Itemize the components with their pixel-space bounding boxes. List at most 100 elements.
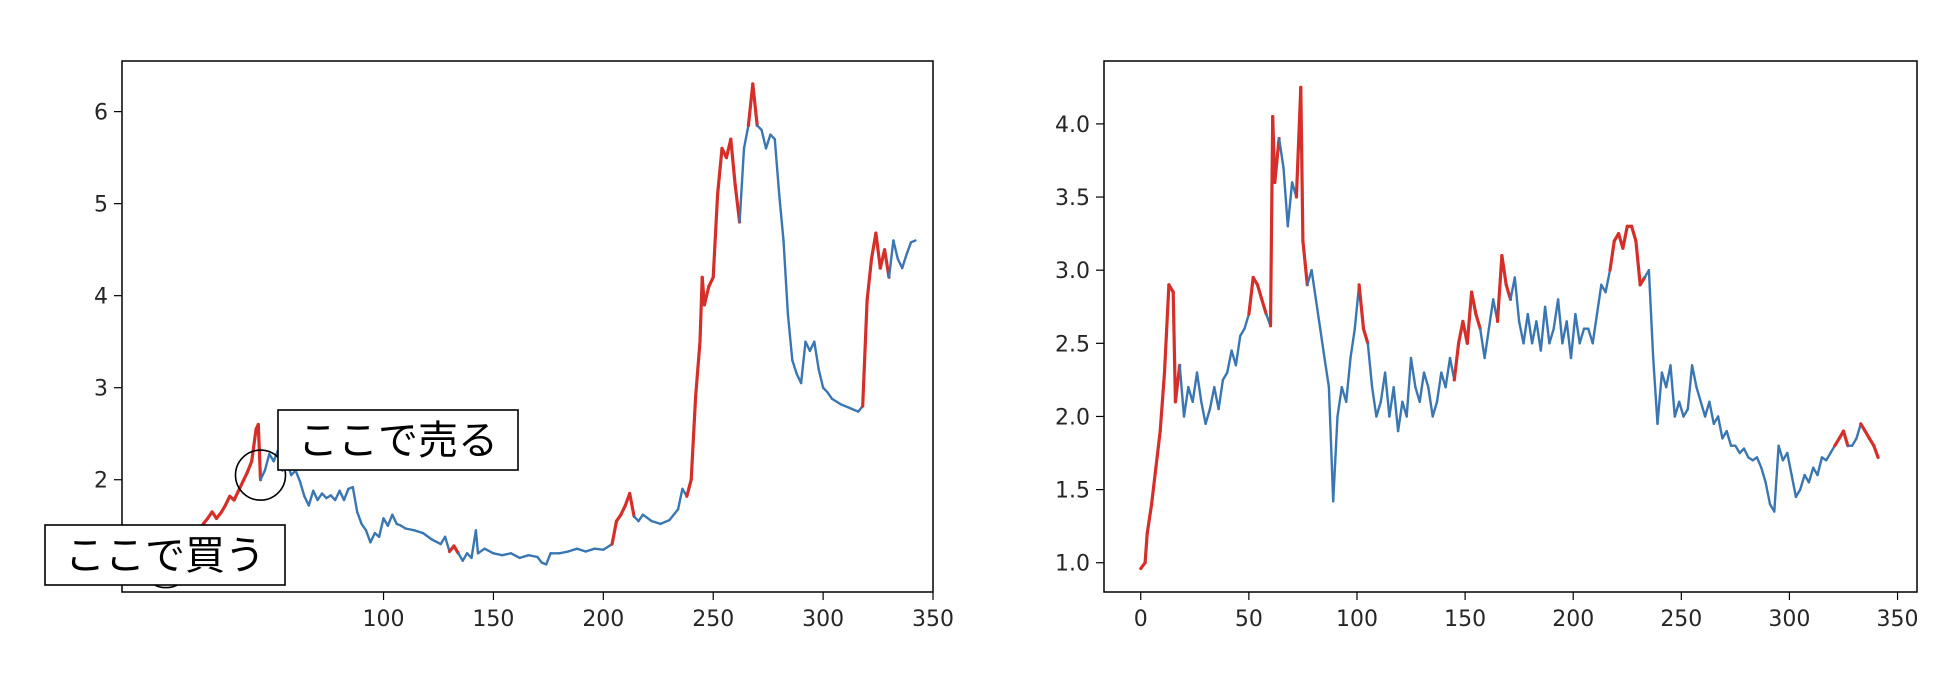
price-segment xyxy=(1277,137,1285,170)
price-segment xyxy=(1243,312,1251,330)
price-series-right xyxy=(1139,85,1880,571)
price-segment xyxy=(527,554,539,559)
annotations-left: ここで買う ここで売る xyxy=(44,409,519,589)
highlight-segment xyxy=(1629,224,1638,243)
price-segment xyxy=(501,552,513,557)
price-segment xyxy=(1286,181,1294,228)
price-segment xyxy=(307,489,315,507)
price-segment xyxy=(1310,269,1318,301)
price-segment xyxy=(338,489,346,502)
price-segment xyxy=(892,239,899,261)
price-segment xyxy=(413,529,425,535)
price-segment xyxy=(294,469,302,483)
price-segment xyxy=(1282,166,1290,228)
y-tick-label: 3.0 xyxy=(1055,259,1090,284)
price-segment xyxy=(602,542,614,551)
price-segment xyxy=(1409,356,1417,389)
x-tick-label: 300 xyxy=(1768,607,1810,632)
price-segment xyxy=(1574,312,1581,345)
price-segment xyxy=(1790,473,1798,499)
price-segment xyxy=(404,527,416,532)
price-segment xyxy=(391,513,398,526)
highlight-segment xyxy=(693,340,702,399)
price-segment xyxy=(1418,371,1426,403)
price-segment xyxy=(593,547,605,551)
y-tick-label: 2 xyxy=(94,469,108,494)
price-segment xyxy=(909,239,917,244)
price-segment xyxy=(1478,327,1486,360)
price-segment xyxy=(1405,356,1413,418)
price-segment xyxy=(778,193,785,242)
price-segment xyxy=(461,552,469,562)
price-segment xyxy=(1366,342,1374,389)
y-tick-label: 3 xyxy=(94,377,108,402)
y-tick-label: 1.0 xyxy=(1055,552,1090,577)
price-segment xyxy=(1794,488,1802,499)
price-segment xyxy=(1522,312,1530,345)
price-segment xyxy=(377,517,385,538)
price-segment xyxy=(1539,305,1547,352)
y-tick-label: 5 xyxy=(94,193,108,218)
price-segment xyxy=(791,358,798,376)
y-tick-label: 4.0 xyxy=(1055,113,1090,138)
price-segment xyxy=(342,487,350,502)
price-segment xyxy=(1208,386,1216,411)
price-segment xyxy=(509,552,521,560)
highlight-segment xyxy=(452,544,460,555)
price-segment xyxy=(1483,327,1491,360)
price-segment xyxy=(905,241,913,256)
price-segment xyxy=(1213,386,1220,411)
highlight-segment xyxy=(689,395,698,482)
highlight-segment xyxy=(711,192,720,279)
price-segment xyxy=(1431,400,1439,418)
price-segment xyxy=(817,368,825,389)
price-segment xyxy=(1725,429,1733,447)
highlight-segment xyxy=(1452,341,1461,382)
price-segment xyxy=(1318,327,1326,360)
price-segment xyxy=(1530,320,1538,345)
price-segment xyxy=(804,340,812,353)
highlight-segment xyxy=(1162,283,1171,375)
price-segment xyxy=(1816,456,1824,477)
highlight-segment xyxy=(619,503,627,517)
highlight-segment xyxy=(1260,297,1268,316)
price-segment xyxy=(545,552,552,566)
x-tick-label: 150 xyxy=(1444,607,1486,632)
highlight-segment xyxy=(1495,254,1504,323)
price-segment xyxy=(782,239,790,316)
highlight-segment xyxy=(1154,429,1162,470)
y-tick-label: 3.5 xyxy=(1055,186,1090,211)
highlight-segment xyxy=(1474,312,1482,331)
price-segment xyxy=(1850,437,1858,447)
highlight-segment xyxy=(715,146,724,196)
x-tick-label: 100 xyxy=(1336,607,1378,632)
price-segment xyxy=(298,480,306,498)
price-segment xyxy=(369,531,376,544)
price-segment xyxy=(676,487,684,511)
price-segment xyxy=(887,239,895,279)
price-segment xyxy=(1734,444,1741,455)
price-segment xyxy=(813,340,820,371)
price-segment xyxy=(1314,298,1322,330)
price-segment xyxy=(742,124,750,150)
price-segment xyxy=(518,554,530,560)
price-segment xyxy=(483,547,495,555)
price-segment xyxy=(1591,312,1599,345)
price-segment xyxy=(1392,386,1400,433)
price-segment xyxy=(360,522,368,532)
price-segment xyxy=(1777,444,1785,462)
price-segment xyxy=(1182,386,1190,418)
price-segment xyxy=(1824,451,1832,462)
price-segment xyxy=(1760,466,1767,484)
price-segment xyxy=(1195,371,1203,403)
price-segment xyxy=(567,547,579,553)
highlight-segment xyxy=(1500,254,1508,287)
price-segment xyxy=(1513,276,1521,323)
highlight-segment xyxy=(232,489,241,502)
price-segment xyxy=(738,147,746,224)
annotation-circle xyxy=(234,449,287,501)
highlight-segment xyxy=(1149,466,1158,506)
price-segment xyxy=(1699,400,1707,418)
annotation-label: ここで売る xyxy=(298,418,498,464)
highlight-segment xyxy=(1299,85,1305,243)
